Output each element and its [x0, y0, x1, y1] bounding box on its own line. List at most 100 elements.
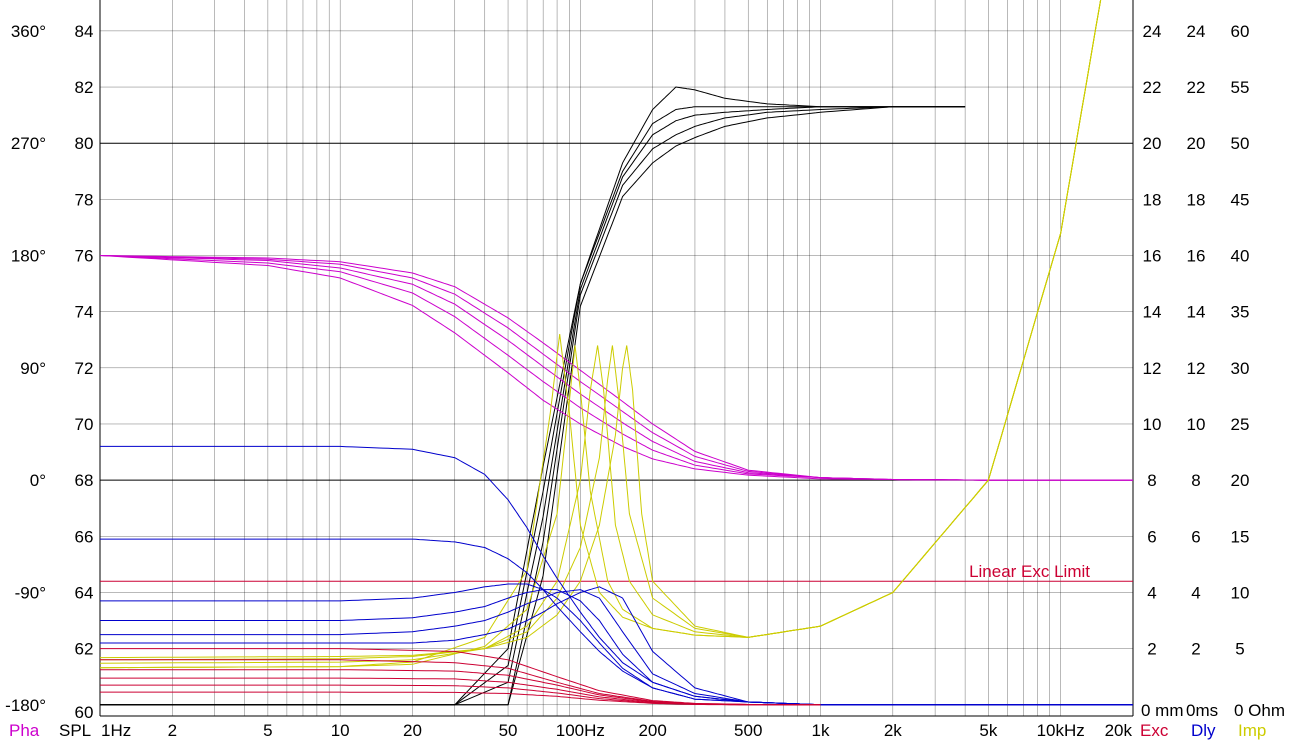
- imp-unit-label: 0 Ohm: [1234, 701, 1285, 720]
- excursion-curve: [100, 691, 821, 706]
- phase-tick-label: 0°: [30, 471, 46, 490]
- reference-lines: Linear Exc Limit: [100, 562, 1133, 582]
- exc-tick-label: 12: [1143, 359, 1162, 378]
- curves: [99, 0, 1133, 706]
- dly-tick-label: 12: [1187, 359, 1206, 378]
- delay-curve: [100, 586, 1133, 706]
- imp-tick-label: 40: [1231, 247, 1250, 266]
- spl-tick-label: 76: [75, 247, 94, 266]
- imp-tick-label: 30: [1231, 359, 1250, 378]
- spl-tick-label: 84: [75, 22, 94, 41]
- dly-tick-label: 16: [1187, 247, 1206, 266]
- spl-tick-label: 70: [75, 415, 94, 434]
- x-tick-label: 10: [331, 721, 350, 740]
- legend-spl: SPL: [59, 721, 91, 740]
- excursion-curve: [100, 684, 821, 706]
- exc-tick-label: 18: [1143, 190, 1162, 209]
- spl-tick-label: 60: [75, 703, 94, 722]
- x-tick-label: 1k: [812, 721, 830, 740]
- dly-tick-label: 10: [1187, 415, 1206, 434]
- dly-tick-label: 4: [1191, 583, 1200, 602]
- spl-curves: [100, 86, 966, 706]
- phase-tick-label: 360°: [11, 22, 46, 41]
- impedance-curve: [99, 0, 1102, 669]
- dly-tick-label: 8: [1191, 471, 1200, 490]
- legend-dly: Dly: [1191, 721, 1216, 740]
- exc-tick-label: 24: [1143, 22, 1162, 41]
- exc-tick-label: 14: [1143, 303, 1162, 322]
- spl-tick-label: 68: [75, 471, 94, 490]
- dly-tick-label: 2: [1191, 640, 1200, 659]
- x-tick-label: 10kHz: [1037, 721, 1085, 740]
- spl-tick-label: 66: [75, 527, 94, 546]
- dly-tick-label: 22: [1187, 78, 1206, 97]
- x-tick-label: 2k: [884, 721, 902, 740]
- exc-tick-label: 16: [1143, 247, 1162, 266]
- exc-tick-label: 2: [1147, 640, 1156, 659]
- exc-unit-label: 0 mm: [1141, 701, 1184, 720]
- impedance-curves: [99, 0, 1102, 669]
- dly-tick-label: 6: [1191, 527, 1200, 546]
- imp-tick-label: 5: [1235, 640, 1244, 659]
- exc-tick-label: 10: [1143, 415, 1162, 434]
- dly-tick-label: 18: [1187, 190, 1206, 209]
- x-tick-label: 50: [499, 721, 518, 740]
- exc-tick-label: 4: [1147, 583, 1156, 602]
- phase-tick-label: 180°: [11, 247, 46, 266]
- spl-tick-label: 72: [75, 359, 94, 378]
- x-tick-label: 2: [168, 721, 177, 740]
- imp-tick-label: 20: [1231, 471, 1250, 490]
- imp-tick-label: 45: [1231, 190, 1250, 209]
- exc-tick-label: 20: [1143, 134, 1162, 153]
- spl-curve: [100, 106, 966, 706]
- impedance-curve: [99, 0, 1102, 664]
- spl-tick-label: 82: [75, 78, 94, 97]
- legend-exc: Exc: [1140, 721, 1169, 740]
- axis-labels: -180°-90°0°90°180°270°360°60626466687072…: [5, 22, 1285, 740]
- phase-tick-label: 270°: [11, 134, 46, 153]
- legend-pha: Pha: [9, 721, 40, 740]
- spl-tick-label: 78: [75, 190, 94, 209]
- x-tick-label: 1Hz: [101, 721, 131, 740]
- spl-tick-label: 74: [75, 303, 94, 322]
- imp-tick-label: 55: [1231, 78, 1250, 97]
- phase-tick-label: 90°: [20, 359, 46, 378]
- imp-tick-label: 25: [1231, 415, 1250, 434]
- imp-tick-label: 60: [1231, 22, 1250, 41]
- phase-tick-label: -90°: [15, 583, 46, 602]
- imp-tick-label: 15: [1231, 527, 1250, 546]
- x-tick-label: 5k: [979, 721, 997, 740]
- exc-tick-label: 8: [1147, 471, 1156, 490]
- imp-tick-label: 50: [1231, 134, 1250, 153]
- x-tick-label: 500: [734, 721, 762, 740]
- impedance-curve: [99, 0, 1102, 669]
- dly-tick-label: 20: [1187, 134, 1206, 153]
- delay-curve: [100, 589, 1133, 706]
- spl-tick-label: 80: [75, 134, 94, 153]
- dly-tick-label: 14: [1187, 303, 1206, 322]
- phase-curves: [99, 255, 1133, 481]
- x-tick-label: 100Hz: [556, 721, 605, 740]
- legend-imp: Imp: [1238, 721, 1266, 740]
- delay-curve: [100, 589, 1133, 706]
- linear-exc-limit-label: Linear Exc Limit: [969, 562, 1090, 581]
- phase-curve: [99, 255, 1133, 481]
- impedance-curve: [99, 0, 1102, 659]
- x-tick-label: 20: [403, 721, 422, 740]
- grid: [99, 0, 1134, 717]
- imp-tick-label: 35: [1231, 303, 1250, 322]
- delay-curve: [100, 583, 1133, 706]
- x-tick-label: 20k: [1105, 721, 1133, 740]
- dly-unit-label: 0ms: [1186, 701, 1218, 720]
- phase-tick-label: -180°: [5, 696, 46, 715]
- exc-tick-label: 22: [1143, 78, 1162, 97]
- imp-tick-label: 10: [1231, 583, 1250, 602]
- delay-curves: [100, 445, 1133, 706]
- x-tick-label: 5: [263, 721, 272, 740]
- excursion-curves: [100, 648, 821, 706]
- dly-tick-label: 24: [1187, 22, 1206, 41]
- impedance-curve: [99, 0, 1102, 661]
- spl-tick-label: 62: [75, 640, 94, 659]
- spl-tick-label: 64: [75, 583, 94, 602]
